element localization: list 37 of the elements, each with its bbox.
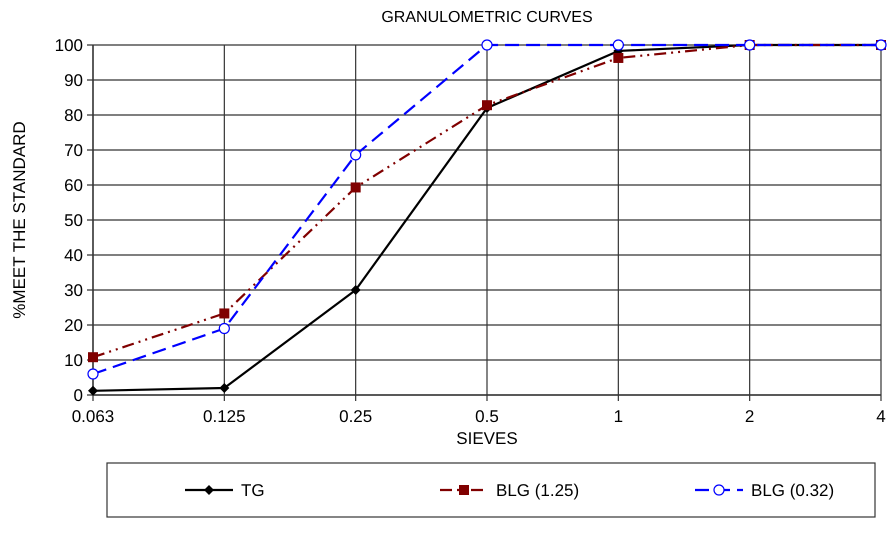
y-tick-label: 40 bbox=[64, 246, 83, 265]
x-tick-label: 0.25 bbox=[339, 407, 372, 426]
y-axis-title: %MEET THE STANDARD bbox=[10, 121, 29, 319]
x-axis-title: SIEVES bbox=[456, 429, 518, 448]
y-tick-label: 70 bbox=[64, 140, 83, 160]
legend-label: BLG (0.32) bbox=[751, 480, 834, 500]
x-tick-label: 4 bbox=[876, 407, 886, 426]
point bbox=[219, 383, 230, 393]
legend-label: BLG (1.25) bbox=[496, 480, 580, 500]
y-tick-label: 10 bbox=[64, 350, 83, 370]
point bbox=[612, 39, 624, 51]
y-tick-label: 50 bbox=[64, 210, 83, 230]
point bbox=[218, 322, 230, 334]
point bbox=[87, 368, 99, 380]
x-tick-label: 0.063 bbox=[72, 407, 114, 426]
y-tick-label: 20 bbox=[64, 316, 83, 335]
point bbox=[482, 100, 492, 110]
y-tick-label: 80 bbox=[64, 106, 83, 125]
x-tick-label: 2 bbox=[744, 407, 754, 426]
point bbox=[88, 386, 98, 396]
point bbox=[481, 39, 493, 51]
y-tick-label: 30 bbox=[64, 280, 83, 300]
x-tick-label: 0.5 bbox=[475, 407, 499, 426]
point bbox=[350, 285, 361, 295]
x-tick-label: 1 bbox=[614, 407, 624, 426]
point bbox=[350, 149, 362, 160]
y-tick-label: 100 bbox=[54, 36, 83, 55]
x-tick-label: 0.125 bbox=[203, 407, 246, 426]
y-tick-label: 0 bbox=[74, 386, 83, 405]
chart-title: GRANULOMETRIC CURVES bbox=[381, 9, 593, 26]
point bbox=[88, 352, 98, 362]
point bbox=[219, 308, 230, 318]
y-tick-label: 90 bbox=[64, 70, 83, 90]
y-tick-label: 60 bbox=[64, 176, 83, 195]
point bbox=[613, 52, 624, 63]
point bbox=[350, 182, 361, 192]
legend-label: TG bbox=[241, 480, 265, 500]
